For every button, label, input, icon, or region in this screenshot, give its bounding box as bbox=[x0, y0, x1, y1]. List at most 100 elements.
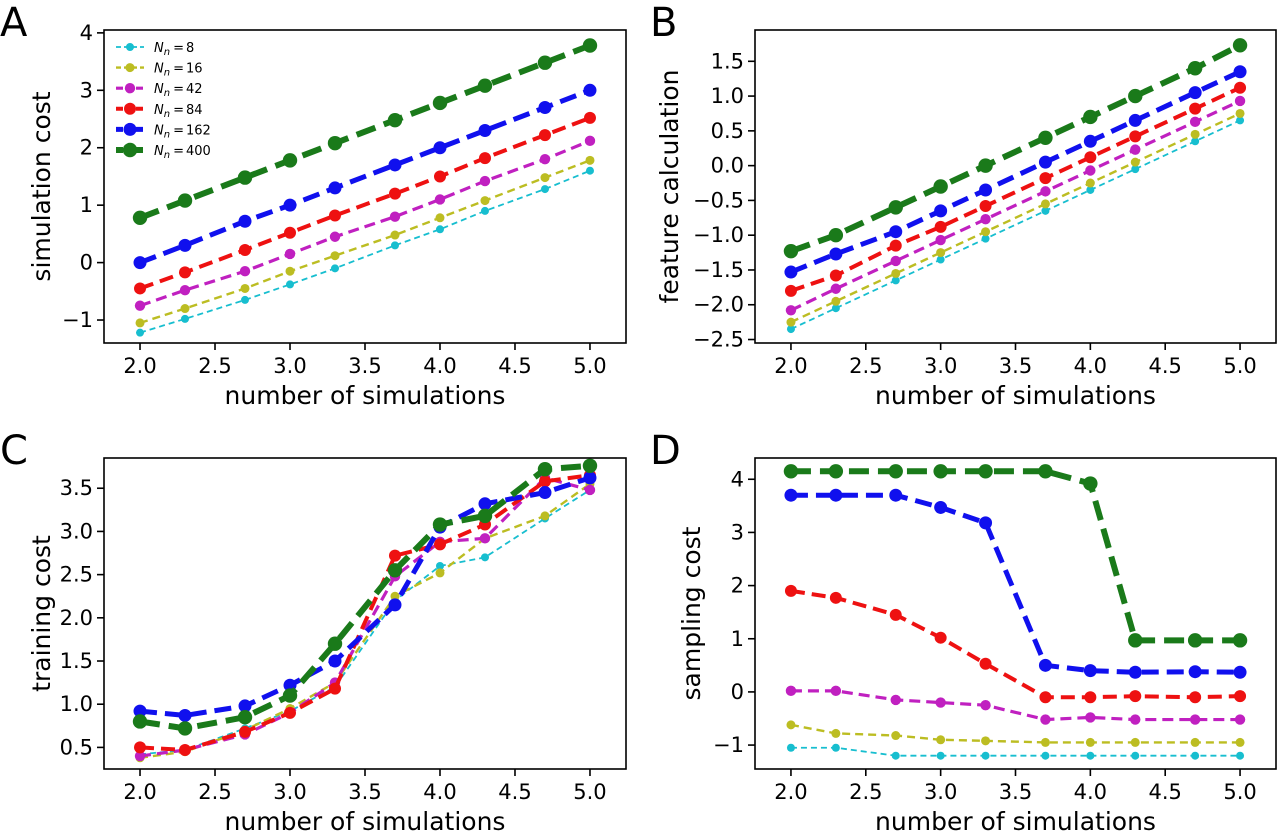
data-point-nn400 bbox=[582, 38, 598, 53]
y-tick-label: 1 bbox=[80, 193, 93, 217]
x-tick-label: 2.5 bbox=[849, 780, 882, 804]
data-point-nn162 bbox=[979, 183, 993, 197]
legend-equals: = bbox=[173, 103, 184, 118]
series-line-nn162 bbox=[139, 475, 591, 718]
data-point-nn400 bbox=[1083, 476, 1098, 491]
x-tick-label: 3.0 bbox=[924, 780, 957, 804]
data-point-nn8 bbox=[136, 328, 145, 337]
data-point-nn400 bbox=[1187, 61, 1203, 76]
data-point-nn162 bbox=[388, 598, 402, 612]
x-tick-label: 2.0 bbox=[774, 780, 807, 804]
legend-value: 16 bbox=[186, 62, 203, 77]
data-point-nn8 bbox=[331, 264, 340, 273]
data-point-nn162 bbox=[1038, 658, 1052, 672]
x-tick-label: 2.0 bbox=[774, 354, 807, 378]
legend-subscript: n bbox=[164, 47, 170, 58]
legend-value: 42 bbox=[186, 82, 203, 97]
data-point-nn84 bbox=[433, 170, 446, 183]
y-tick-label: 1.0 bbox=[711, 84, 744, 108]
y-tick-label: 3 bbox=[80, 78, 93, 102]
data-point-nn400 bbox=[432, 95, 448, 111]
panel-b: B 2.0 2.5 3.0 3.5 4.0 4.5 5.0 −2.5 −2.0 −1.5 −1.0 −0… bbox=[650, 0, 1277, 410]
panel-a: A 2.0 2.5 3.0 3.5 4.0 4.5 5.0 −1 0 1 2 3 4 number of s… bbox=[0, 0, 627, 410]
data-point-nn8 bbox=[585, 166, 594, 175]
data-point-nn84 bbox=[239, 725, 252, 738]
data-point-nn16 bbox=[585, 155, 595, 165]
series-line-nn42 bbox=[790, 99, 1241, 312]
data-point-nn400 bbox=[978, 464, 993, 479]
data-point-nn84 bbox=[538, 129, 551, 142]
data-point-nn16 bbox=[831, 296, 841, 306]
y-tick-label: 0 bbox=[80, 251, 93, 275]
y-tick-label: 1 bbox=[731, 627, 744, 651]
data-point-nn16 bbox=[135, 318, 145, 328]
x-tick-label: 4.0 bbox=[423, 780, 456, 804]
data-point-nn400 bbox=[177, 721, 193, 736]
data-point-nn42 bbox=[239, 266, 251, 277]
series-line-nn162 bbox=[139, 87, 591, 265]
data-point-nn400 bbox=[537, 462, 553, 477]
legend-label-nn162: Nn = 162 bbox=[154, 123, 211, 140]
data-point-nn162 bbox=[784, 488, 798, 502]
x-tick-label: 4.0 bbox=[423, 354, 456, 378]
data-point-nn162 bbox=[133, 256, 147, 270]
data-point-nn162 bbox=[934, 204, 948, 218]
data-point-nn42 bbox=[890, 694, 901, 706]
series-line-nn16 bbox=[139, 482, 591, 759]
data-point-nn162 bbox=[1083, 664, 1097, 678]
data-point-nn84 bbox=[1129, 690, 1142, 703]
data-point-nn84 bbox=[239, 243, 252, 256]
data-point-nn162 bbox=[829, 247, 843, 261]
data-point-nn42 bbox=[479, 175, 491, 187]
y-axis-label: training cost bbox=[27, 535, 56, 692]
data-point-nn162 bbox=[283, 198, 297, 212]
data-point-nn162 bbox=[1128, 665, 1142, 679]
legend-value: 162 bbox=[186, 123, 211, 138]
data-point-nn162 bbox=[133, 704, 147, 718]
legend-marker-nn400 bbox=[122, 142, 138, 158]
data-point-nn400 bbox=[582, 458, 598, 473]
x-tick-label: 3.5 bbox=[348, 354, 381, 378]
data-point-nn84 bbox=[1039, 172, 1052, 185]
data-point-nn42 bbox=[584, 484, 596, 496]
axes-frame bbox=[754, 29, 1277, 344]
data-point-nn84 bbox=[284, 226, 297, 239]
x-tick-label: 2.5 bbox=[849, 354, 882, 378]
series-line-nn42 bbox=[139, 139, 591, 308]
data-point-nn16 bbox=[1130, 157, 1140, 167]
data-point-nn400 bbox=[1128, 633, 1143, 648]
data-point-nn42 bbox=[584, 135, 596, 147]
data-point-nn8 bbox=[1236, 751, 1245, 760]
data-point-nn84 bbox=[388, 549, 401, 562]
data-point-nn8 bbox=[286, 280, 295, 289]
data-point-nn8 bbox=[480, 553, 489, 562]
data-point-nn16 bbox=[480, 196, 490, 206]
data-point-nn8 bbox=[891, 276, 900, 285]
data-point-nn16 bbox=[891, 268, 901, 278]
data-point-nn162 bbox=[889, 225, 903, 239]
legend-equals: = bbox=[173, 144, 184, 159]
x-axis-label: number of simulations bbox=[875, 807, 1156, 834]
data-point-nn84 bbox=[1129, 130, 1142, 143]
y-tick-label: −2.0 bbox=[693, 293, 744, 317]
data-point-nn162 bbox=[538, 486, 552, 500]
y-tick-label: −1.0 bbox=[693, 223, 744, 247]
data-point-nn400 bbox=[1232, 633, 1248, 648]
data-point-nn162 bbox=[1128, 113, 1142, 127]
data-point-nn16 bbox=[831, 728, 841, 738]
data-point-nn42 bbox=[134, 300, 146, 311]
data-point-nn400 bbox=[1083, 109, 1098, 125]
y-tick-label: 2.0 bbox=[60, 606, 93, 630]
data-point-nn400 bbox=[1038, 130, 1053, 146]
panel-letter: D bbox=[650, 428, 681, 474]
data-point-nn16 bbox=[981, 227, 991, 237]
legend-marker-nn16 bbox=[125, 63, 135, 73]
data-point-nn400 bbox=[237, 170, 253, 185]
data-point-nn8 bbox=[1041, 751, 1050, 760]
legend-label-nn16: Nn = 16 bbox=[154, 62, 203, 79]
data-point-nn16 bbox=[936, 735, 946, 745]
data-point-nn162 bbox=[784, 265, 798, 279]
data-point-nn8 bbox=[786, 743, 795, 752]
panel-c: C 2.0 2.5 3.0 3.5 4.0 4.5 5.0 0.5 1.0 1.5 2.0 2.5 3.0… bbox=[0, 428, 627, 836]
x-tick-label: 3.0 bbox=[273, 780, 306, 804]
